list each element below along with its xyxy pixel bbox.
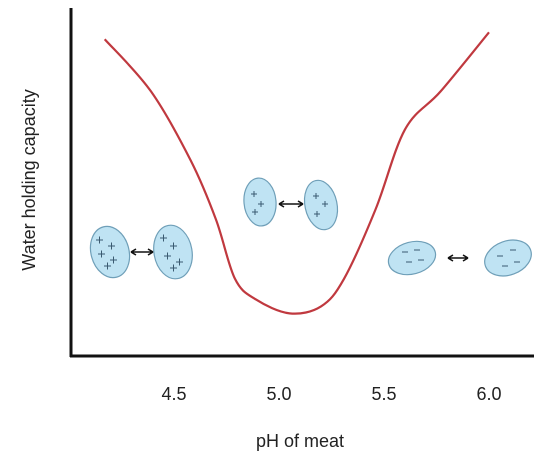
x-tick-label: 5.5 [371,384,396,404]
particles-illustration [85,177,534,282]
y-axis-label: Water holding capacity [19,89,39,270]
x-tick-label: 4.5 [161,384,186,404]
x-axis-label: pH of meat [256,431,344,451]
x-tick-label: 6.0 [476,384,501,404]
chart: Water holding capacity pH of meat 4.5 5.0… [0,0,534,463]
x-tick-label: 5.0 [266,384,291,404]
